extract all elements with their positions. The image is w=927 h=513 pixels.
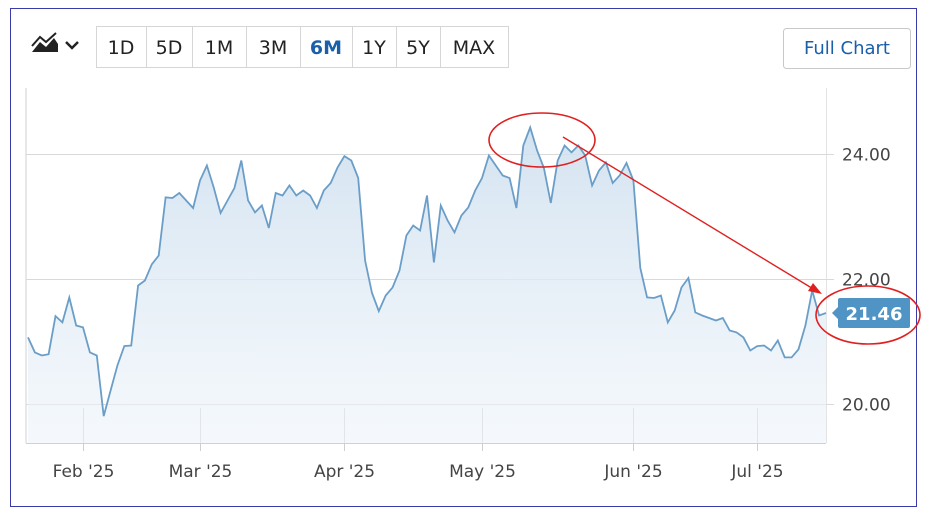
range-label[interactable]: 1D bbox=[108, 37, 135, 59]
range-buttons: 1D 5D 1M 3M 6M 1Y 5Y MAX bbox=[96, 26, 509, 68]
range-label[interactable]: 1Y bbox=[362, 37, 386, 59]
last-value-label: 21.46 bbox=[846, 304, 903, 325]
last-value-pointer bbox=[832, 307, 838, 319]
chart-type-menu[interactable] bbox=[31, 32, 79, 52]
y-tick-label: 22.00 bbox=[842, 271, 891, 291]
range-label[interactable]: 3M bbox=[259, 37, 287, 59]
range-label[interactable]: MAX bbox=[453, 37, 495, 59]
line bbox=[27, 124, 827, 417]
range-label[interactable]: 1M bbox=[205, 37, 233, 59]
annotations bbox=[488, 112, 921, 345]
full-chart-button[interactable]: Full Chart bbox=[783, 28, 911, 69]
range-button[interactable] bbox=[146, 26, 193, 68]
y-tick-label: 20.00 bbox=[842, 396, 891, 416]
full-chart-label[interactable]: Full Chart bbox=[804, 38, 890, 59]
range-label[interactable]: 5Y bbox=[406, 37, 430, 59]
x-tick-label: May '25 bbox=[449, 462, 516, 482]
range-button[interactable] bbox=[96, 26, 147, 68]
range-button[interactable] bbox=[396, 26, 441, 68]
range-button[interactable] bbox=[192, 26, 247, 68]
x-tick-label: Apr '25 bbox=[314, 462, 375, 482]
y-tick-label: 24.00 bbox=[842, 146, 891, 166]
x-tick-label: Jun '25 bbox=[603, 462, 662, 482]
range-button[interactable] bbox=[440, 26, 509, 68]
range-button[interactable] bbox=[300, 26, 353, 68]
x-tick-label: Jul '25 bbox=[730, 462, 783, 482]
x-tick-label: Mar '25 bbox=[169, 462, 233, 482]
area bbox=[28, 127, 826, 444]
x-tick-label: Feb '25 bbox=[53, 462, 115, 482]
range-label[interactable]: 6M bbox=[310, 37, 342, 59]
last-value-tag bbox=[838, 298, 910, 328]
plot: 20.00 22.00 24.00 Feb '25 Mar '25 Apr '25 May … bbox=[25, 88, 910, 482]
range-label[interactable]: 5D bbox=[156, 37, 183, 59]
range-button[interactable] bbox=[246, 26, 301, 68]
